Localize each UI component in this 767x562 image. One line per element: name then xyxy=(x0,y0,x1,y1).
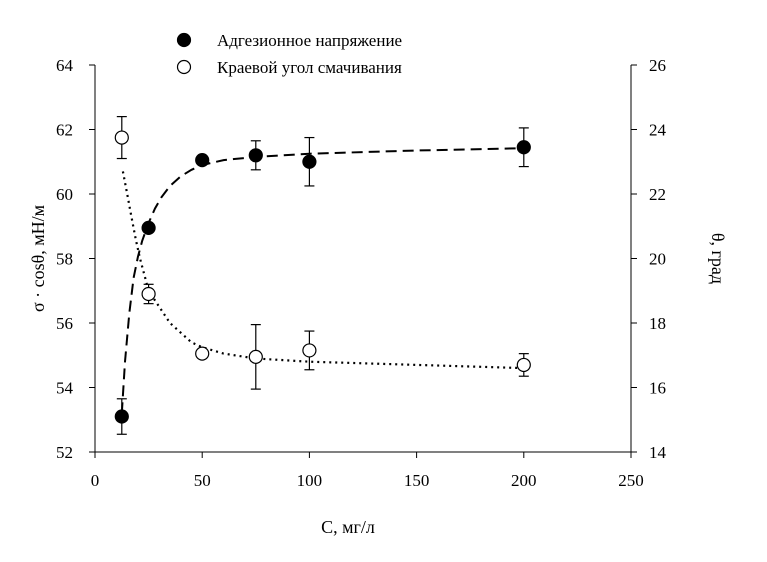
data-points xyxy=(114,130,531,424)
y-tick-label: 58 xyxy=(56,250,73,269)
legend-open-marker xyxy=(176,59,192,75)
axes: 0 50 100 150 200 250 52 54 56 58 60 62 64 14 16 18 20 22 2… xyxy=(56,56,667,490)
adhesion-tension-fit-curve xyxy=(120,147,524,414)
contact-angle-point xyxy=(195,346,210,361)
y2-tick-label: 22 xyxy=(649,185,666,204)
y-tick-label: 56 xyxy=(56,314,73,333)
fit-curves xyxy=(120,147,524,414)
y2-tick-label: 16 xyxy=(649,379,666,398)
contact-angle-point xyxy=(516,357,531,373)
error-bars xyxy=(116,115,529,435)
legend-label: Краевой угол смачивания xyxy=(217,58,402,77)
x-axis-title: C, мг/л xyxy=(321,517,375,537)
contact-angle-point xyxy=(302,343,317,358)
x-tick-label: 200 xyxy=(511,471,537,490)
legend: Адгезионное напряжение Краевой угол смачи… xyxy=(176,31,402,77)
contact-angle-point xyxy=(248,349,263,364)
legend-filled-marker xyxy=(176,32,192,48)
y-tick-label: 54 xyxy=(56,379,74,398)
y2-tick-label: 18 xyxy=(649,314,666,333)
y-tick-label: 52 xyxy=(56,443,73,462)
adhesion-tension-point xyxy=(114,409,129,424)
y2-tick-label: 20 xyxy=(649,250,666,269)
y-tick-label: 64 xyxy=(56,56,74,75)
x-tick-label: 150 xyxy=(404,471,430,490)
x-tick-label: 100 xyxy=(297,471,323,490)
adhesion-tension-point xyxy=(248,148,263,163)
y-tick-label: 60 xyxy=(56,185,73,204)
x-tick-label: 250 xyxy=(618,471,644,490)
contact-angle-point xyxy=(141,286,156,302)
y2-tick-label: 24 xyxy=(649,121,667,140)
contact-angle-point xyxy=(114,130,129,145)
y2-tick-label: 26 xyxy=(649,56,666,75)
y-tick-label: 62 xyxy=(56,121,73,140)
legend-label: Адгезионное напряжение xyxy=(217,31,402,50)
y-axis-title: σ · cosθ, мН/м xyxy=(28,205,48,312)
x-tick-label: 0 xyxy=(91,471,100,490)
adhesion-tension-point xyxy=(302,154,317,169)
adhesion-tension-point xyxy=(141,220,156,235)
contact-angle-fit-curve xyxy=(121,171,524,370)
x-tick-label: 50 xyxy=(194,471,211,490)
y2-tick-label: 14 xyxy=(649,443,667,462)
adhesion-tension-point xyxy=(195,153,210,168)
y2-axis-title: θ, град xyxy=(708,233,728,284)
adhesion-tension-point xyxy=(516,140,531,155)
